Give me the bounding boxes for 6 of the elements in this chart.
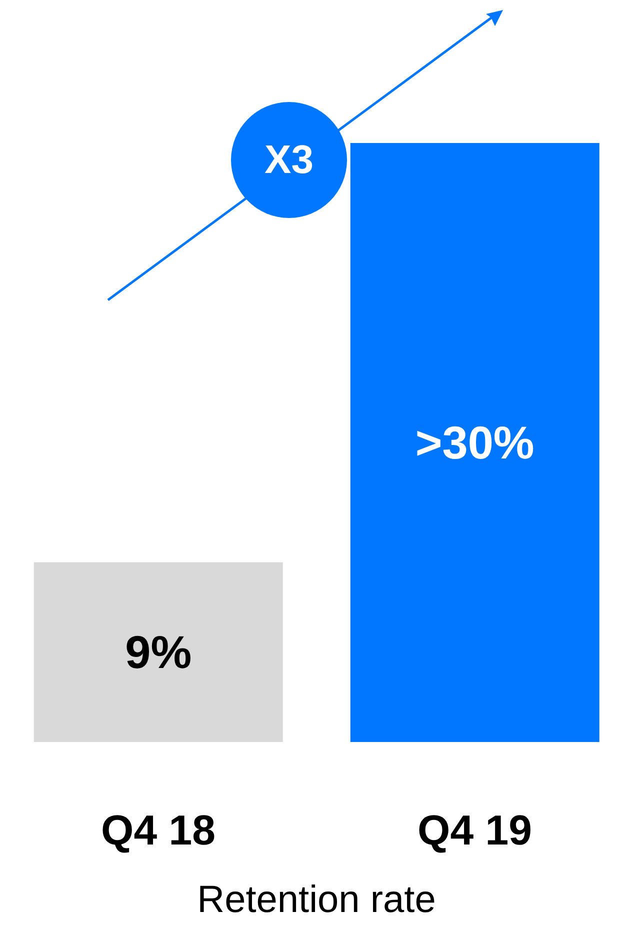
x-tick-label: Q4 18 — [101, 806, 216, 854]
data-label: >30% — [415, 416, 534, 468]
data-label: 9% — [125, 626, 192, 678]
x-axis-title: Retention rate — [197, 879, 436, 921]
annotation: X3 — [264, 138, 314, 182]
x-tick-label: Q4 19 — [418, 806, 532, 854]
